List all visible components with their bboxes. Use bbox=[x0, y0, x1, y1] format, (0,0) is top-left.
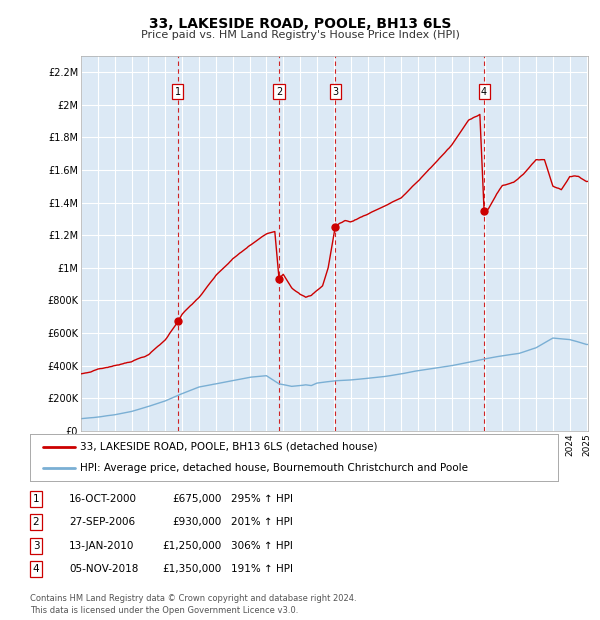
Text: 1: 1 bbox=[32, 494, 40, 504]
Text: 295% ↑ HPI: 295% ↑ HPI bbox=[231, 494, 293, 504]
Text: 1: 1 bbox=[175, 87, 181, 97]
Text: 13-JAN-2010: 13-JAN-2010 bbox=[69, 541, 134, 551]
Text: 27-SEP-2006: 27-SEP-2006 bbox=[69, 517, 135, 527]
Text: 33, LAKESIDE ROAD, POOLE, BH13 6LS (detached house): 33, LAKESIDE ROAD, POOLE, BH13 6LS (deta… bbox=[80, 441, 377, 451]
Text: 191% ↑ HPI: 191% ↑ HPI bbox=[231, 564, 293, 574]
Text: 4: 4 bbox=[481, 87, 487, 97]
Text: Price paid vs. HM Land Registry's House Price Index (HPI): Price paid vs. HM Land Registry's House … bbox=[140, 30, 460, 40]
Text: 33, LAKESIDE ROAD, POOLE, BH13 6LS: 33, LAKESIDE ROAD, POOLE, BH13 6LS bbox=[149, 17, 451, 32]
Text: 4: 4 bbox=[32, 564, 40, 574]
Text: £675,000: £675,000 bbox=[173, 494, 222, 504]
Text: £1,250,000: £1,250,000 bbox=[163, 541, 222, 551]
Text: £930,000: £930,000 bbox=[173, 517, 222, 527]
Text: 2: 2 bbox=[32, 517, 40, 527]
Text: 201% ↑ HPI: 201% ↑ HPI bbox=[231, 517, 293, 527]
Text: £1,350,000: £1,350,000 bbox=[163, 564, 222, 574]
Text: 3: 3 bbox=[332, 87, 338, 97]
Text: Contains HM Land Registry data © Crown copyright and database right 2024.
This d: Contains HM Land Registry data © Crown c… bbox=[30, 594, 356, 615]
Text: 306% ↑ HPI: 306% ↑ HPI bbox=[231, 541, 293, 551]
Text: 3: 3 bbox=[32, 541, 40, 551]
Text: HPI: Average price, detached house, Bournemouth Christchurch and Poole: HPI: Average price, detached house, Bour… bbox=[80, 463, 468, 473]
Text: 2: 2 bbox=[276, 87, 282, 97]
Text: 05-NOV-2018: 05-NOV-2018 bbox=[69, 564, 139, 574]
Text: 16-OCT-2000: 16-OCT-2000 bbox=[69, 494, 137, 504]
